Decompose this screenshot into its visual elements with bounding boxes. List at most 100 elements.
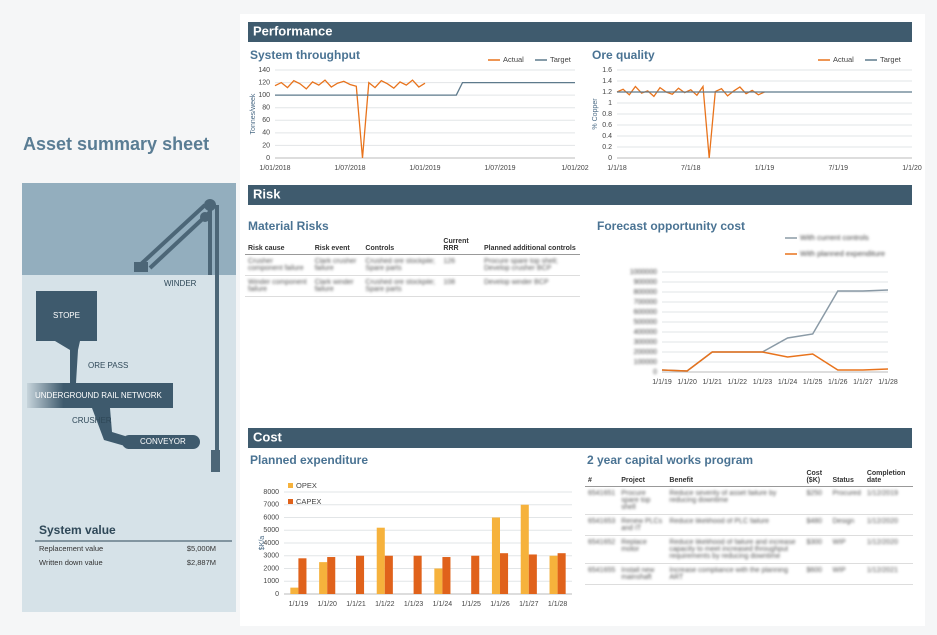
- y-axis-title: $K/a: [259, 536, 266, 551]
- column-header: Completion date: [863, 468, 913, 487]
- x-tick-label: 7/1/18: [681, 165, 701, 172]
- x-tick-label: 1/01/202: [561, 165, 588, 172]
- data-line: [616, 84, 765, 159]
- chart-title: System throughput: [250, 48, 360, 62]
- bar: [549, 555, 558, 594]
- y-tick-label: 900000: [634, 279, 657, 286]
- x-tick-label: 1/1/27: [519, 601, 539, 608]
- x-tick-label: 1/07/2019: [484, 165, 515, 172]
- x-tick-label: 1/01/2019: [409, 165, 440, 172]
- y-tick-label: 700000: [634, 299, 657, 306]
- section-header: [248, 428, 912, 448]
- conveyor: [122, 435, 200, 449]
- cell: Crushed ore stockpile; Spare parts: [362, 254, 441, 276]
- diagram-label: ORE PASS: [88, 361, 128, 370]
- y-tick-label: 5000: [263, 527, 279, 534]
- legend-label: OPEX: [296, 481, 317, 490]
- cell: Reduce severity of asset failure by redu…: [666, 486, 804, 515]
- chart-title: Ore quality: [592, 48, 655, 62]
- y-tick-label: 1000000: [630, 269, 657, 276]
- column-header: Status: [829, 468, 864, 487]
- diagram-label: STOPE: [53, 311, 80, 320]
- surface: [22, 183, 236, 275]
- cell: Replace motor: [618, 535, 667, 564]
- x-tick-label: 1/1/25: [461, 601, 481, 608]
- x-tick-label: 1/1/22: [375, 601, 395, 608]
- y-tick-label: 80: [262, 105, 270, 112]
- x-tick-label: 1/1/27: [853, 379, 873, 386]
- capital-works-table: # Project Benefit Cost ($K) Status Completion…: [585, 468, 913, 585]
- bar: [319, 562, 328, 594]
- table-title: Material Risks: [248, 219, 329, 233]
- bar: [471, 555, 480, 594]
- cell: WIP: [829, 563, 864, 585]
- y-tick-label: 0.6: [602, 122, 612, 129]
- column-header: Planned additional controls: [480, 236, 580, 255]
- data-line: [661, 351, 889, 372]
- chart-title: Planned expenditure: [250, 453, 368, 467]
- cell: Reduce likelihood of failure and increas…: [666, 535, 804, 564]
- winder-house: [134, 262, 148, 272]
- x-tick-label: 1/1/26: [828, 379, 848, 386]
- cell: $250: [803, 486, 830, 515]
- cell: Design: [829, 514, 864, 536]
- y-axis-title: % Copper: [592, 98, 599, 130]
- y-tick-label: 400000: [634, 329, 657, 336]
- header-row: Risk cause Risk event Controls Current RRR P…: [245, 236, 580, 255]
- x-tick-label: 1/1/21: [346, 601, 366, 608]
- bar: [520, 504, 529, 594]
- y-tick-label: 0: [266, 155, 270, 162]
- bar: [557, 553, 566, 594]
- risk-table: Risk cause Risk event Controls Current RRR P…: [245, 236, 580, 297]
- x-tick-label: 1/01/2018: [259, 165, 290, 172]
- skip: [211, 450, 220, 472]
- y-tick-label: 0.2: [602, 144, 612, 151]
- legend-label: Target: [880, 55, 902, 64]
- x-tick-label: 1/1/22: [728, 379, 748, 386]
- bar: [356, 555, 365, 594]
- table-row: 6541652 Replace motor Reduce likelihood of…: [585, 535, 913, 564]
- cell: Procure spare top shell: [618, 486, 667, 515]
- chart: Planned expenditure 0 1000 2000 3000 4000 5000…: [250, 453, 572, 608]
- chart: System throughput 0 20 40 60 80 100 120 140 Tonne…: [250, 48, 589, 172]
- y-tick-label: 1.6: [602, 67, 612, 74]
- x-tick-label: 1/1/28: [878, 379, 898, 386]
- bar: [491, 517, 500, 594]
- cell: $300: [803, 535, 830, 564]
- x-tick-label: 1/1/26: [490, 601, 510, 608]
- chart: Ore quality 0 0.2 0.4 0.6 0.8 1 1.2 1.4 1.6 % Copp…: [592, 48, 922, 172]
- section-title: Performance: [253, 23, 332, 38]
- y-tick-label: 1: [608, 100, 612, 107]
- table-row: Winder component failure Clark winder fai…: [245, 275, 580, 297]
- cell: WIP: [829, 535, 864, 564]
- legend-label: With planned expenditure: [800, 249, 885, 258]
- y-tick-label: 200000: [634, 349, 657, 356]
- table-row: 6541651 Procure spare top shell Reduce sev…: [585, 486, 913, 515]
- stope: [36, 291, 97, 341]
- page-title: Asset summary sheet: [23, 134, 209, 154]
- diagram-label: UNDERGROUND RAIL NETWORK: [35, 391, 162, 400]
- y-tick-label: 60: [262, 117, 270, 124]
- y-tick-label: 300000: [634, 339, 657, 346]
- cell: Develop winder BCP: [480, 275, 580, 297]
- cell: Reduce likelihood of PLC failure: [666, 514, 804, 536]
- bar: [442, 557, 451, 594]
- bar: [290, 587, 299, 594]
- x-tick-label: 1/1/19: [755, 165, 775, 172]
- cell: $600: [803, 563, 830, 585]
- x-tick-label: 1/1/19: [289, 601, 309, 608]
- table-title: 2 year capital works program: [587, 453, 753, 467]
- legend-label: CAPEX: [296, 497, 321, 506]
- y-tick-label: 500000: [634, 319, 657, 326]
- legend-label: Actual: [503, 55, 524, 64]
- column-header: Risk event: [311, 236, 363, 255]
- y-tick-label: 0.8: [602, 111, 612, 118]
- y-tick-label: 40: [262, 130, 270, 137]
- cell: 6541655: [585, 563, 619, 585]
- cell: 6541653: [585, 514, 619, 536]
- x-tick-label: 1/1/20: [677, 379, 697, 386]
- bar: [500, 553, 509, 594]
- data-line: [275, 81, 575, 96]
- cell: Install new mainshaft: [618, 563, 667, 585]
